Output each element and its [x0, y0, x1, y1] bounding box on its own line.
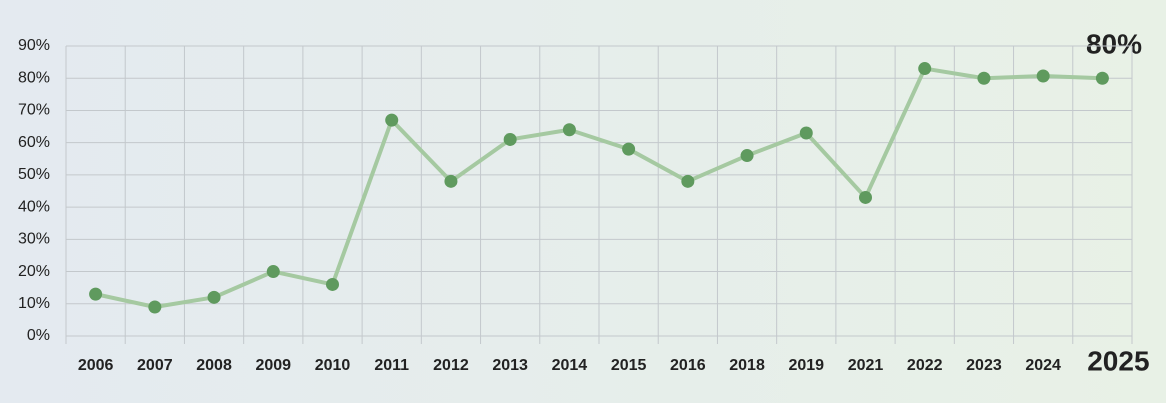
x-tick-label: 2008 [196, 357, 232, 374]
y-tick-label: 0% [27, 327, 50, 344]
point [207, 290, 221, 304]
point [859, 190, 872, 204]
y-tick-label: 90% [18, 37, 50, 54]
x-tick-label: 2022 [907, 357, 943, 374]
y-tick-label: 30% [18, 231, 50, 248]
point [148, 300, 162, 314]
point [740, 149, 754, 163]
point [562, 123, 576, 137]
x-tick-label: 2011 [374, 357, 409, 374]
point [503, 132, 517, 146]
point [1036, 69, 1050, 83]
y-tick-label: 20% [18, 263, 50, 280]
point [266, 265, 280, 279]
x-tick-label: 2015 [611, 357, 647, 374]
y-tick-label: 10% [18, 295, 50, 312]
x-tick-label: 2024 [1025, 357, 1061, 374]
point [89, 287, 103, 301]
x-tick-label: 2023 [966, 357, 1002, 374]
x-tick-label: 2009 [255, 357, 291, 374]
x-tick-label: 2021 [848, 357, 884, 374]
x-tick-label: 2007 [137, 357, 173, 374]
annotation: 80% [1086, 28, 1142, 59]
y-tick-label: 60% [18, 134, 50, 151]
x-tick-label: 2019 [788, 357, 824, 374]
point [799, 126, 813, 140]
point [622, 142, 636, 156]
x-tick-label: 2010 [315, 357, 351, 374]
point [326, 277, 339, 291]
point [444, 174, 458, 188]
x-tick-label: 2012 [433, 357, 469, 374]
point [918, 62, 932, 76]
x-tick-label: 2013 [492, 357, 528, 374]
x-tick-label: 2014 [552, 357, 588, 374]
x-tick-label: 2006 [78, 357, 114, 374]
y-tick-label: 80% [18, 69, 50, 86]
point [1095, 71, 1109, 85]
point [977, 71, 991, 85]
y-tick-label: 70% [18, 102, 50, 119]
x-tick-label: 2025 [1087, 345, 1149, 376]
y-tick-label: 40% [18, 198, 50, 215]
x-tick-label: 2016 [670, 357, 706, 374]
x-tick-label: 2018 [729, 357, 765, 374]
line [95, 66, 1103, 309]
point [385, 113, 399, 127]
point [681, 174, 695, 188]
y-tick-label: 50% [18, 166, 50, 183]
